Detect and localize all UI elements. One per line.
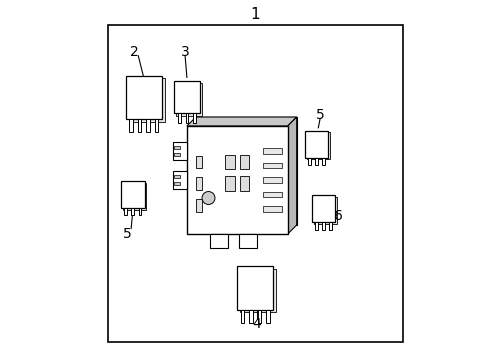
- Bar: [240, 269, 276, 312]
- Bar: [125, 76, 162, 119]
- Bar: [193, 113, 196, 123]
- Polygon shape: [196, 117, 296, 225]
- Bar: [315, 222, 317, 230]
- Bar: [210, 234, 228, 248]
- Bar: [225, 155, 234, 169]
- Bar: [129, 119, 132, 132]
- Bar: [196, 156, 202, 168]
- Bar: [123, 183, 146, 210]
- Polygon shape: [186, 117, 296, 126]
- Bar: [174, 153, 179, 156]
- Bar: [186, 126, 287, 234]
- Text: 6: 6: [333, 209, 342, 223]
- Bar: [196, 177, 202, 190]
- Text: 5: 5: [315, 108, 324, 122]
- Bar: [266, 310, 269, 323]
- Bar: [311, 195, 335, 222]
- Bar: [174, 81, 199, 113]
- Bar: [239, 176, 249, 191]
- Text: 3: 3: [181, 45, 189, 59]
- Bar: [154, 119, 158, 132]
- Bar: [239, 155, 249, 169]
- Text: 4: 4: [252, 317, 261, 331]
- Bar: [328, 222, 331, 230]
- Bar: [307, 158, 310, 165]
- Bar: [262, 192, 282, 197]
- Bar: [185, 113, 188, 123]
- Bar: [138, 119, 141, 132]
- Bar: [172, 171, 186, 189]
- Bar: [174, 146, 179, 149]
- Text: 5: 5: [123, 227, 132, 241]
- Bar: [225, 176, 234, 191]
- Bar: [146, 119, 149, 132]
- Bar: [262, 206, 282, 212]
- Bar: [176, 83, 201, 116]
- Bar: [107, 25, 402, 342]
- Bar: [241, 310, 244, 323]
- Bar: [174, 182, 179, 185]
- Text: 1: 1: [250, 7, 260, 22]
- Bar: [262, 163, 282, 168]
- Bar: [306, 132, 329, 159]
- Bar: [128, 78, 164, 122]
- Bar: [249, 310, 252, 323]
- Bar: [258, 310, 261, 323]
- Bar: [138, 208, 141, 215]
- Polygon shape: [287, 117, 296, 234]
- Bar: [322, 158, 324, 165]
- Circle shape: [202, 192, 215, 204]
- Bar: [121, 181, 144, 208]
- Bar: [262, 177, 282, 183]
- Bar: [239, 234, 257, 248]
- Bar: [304, 131, 327, 158]
- Bar: [131, 208, 134, 215]
- Bar: [172, 142, 186, 160]
- Text: 2: 2: [130, 45, 139, 59]
- Bar: [174, 175, 179, 178]
- Bar: [313, 197, 337, 224]
- Bar: [178, 113, 181, 123]
- Bar: [322, 222, 325, 230]
- Bar: [262, 148, 282, 154]
- Bar: [124, 208, 127, 215]
- Bar: [196, 199, 202, 212]
- Bar: [314, 158, 317, 165]
- Bar: [237, 266, 273, 310]
